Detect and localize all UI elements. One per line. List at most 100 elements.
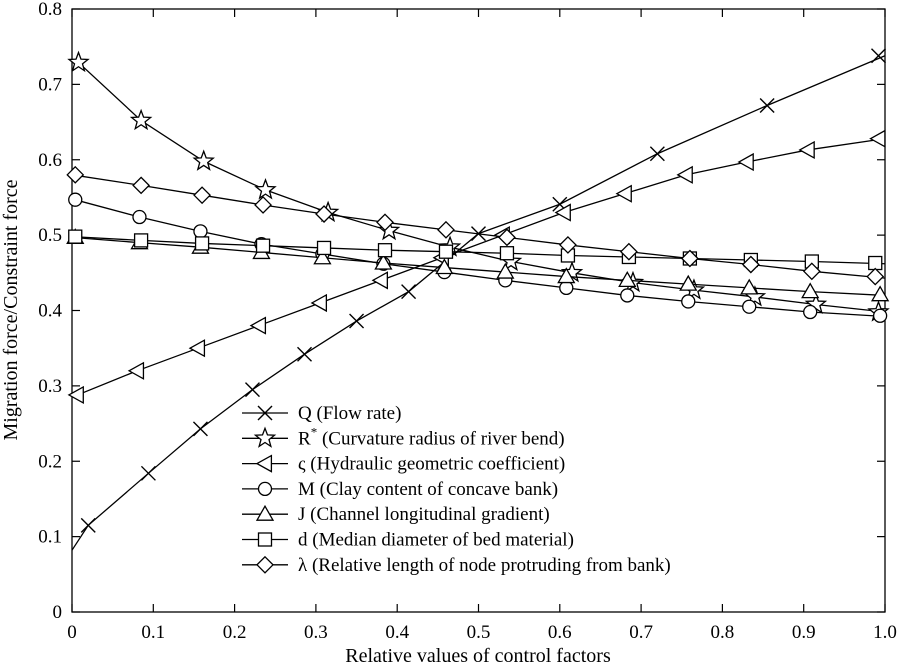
data-point-triangle-left [737,152,754,172]
data-point-star [254,178,277,200]
legend-description: (Clay content of concave bank) [315,479,558,500]
data-point-star [67,50,90,73]
data-point-circle [193,224,208,239]
y-axis-title: Migration force/Constraint force [0,179,22,440]
data-point-diamond [741,255,760,274]
legend-marker-circle [257,481,273,497]
x-tick-label: 0.5 [467,622,491,643]
data-point-square [377,243,393,258]
data-point-triangle-up [374,253,393,270]
data-point-diamond [866,267,885,286]
y-tick-label: 0.5 [38,225,62,246]
legend-label: ς (Hydraulic geometric coefficient) [298,454,565,475]
legend-label: J (Channel longitudinal gradient) [298,504,550,525]
data-point-triangle-up [618,271,637,288]
marker-stroke [871,48,886,64]
legend-label: λ (Relative length of node protruding fr… [298,555,671,576]
data-point-triangle-up [871,285,890,302]
legend-label: M (Clay content of concave bank) [298,479,558,500]
marker-stroke [349,313,365,329]
series-line-x [71,55,886,551]
legend-marker-triangle-left [255,454,273,473]
x-tick-label: 0.7 [629,622,653,643]
legend-item-circle: M (Clay content of concave bank) [242,479,558,500]
legend-marker-triangle-up [255,504,275,521]
data-point-x [140,465,156,481]
data-point-circle [742,299,757,314]
legend-marker-star [253,426,277,448]
data-point-diamond [619,242,638,261]
series-triangle-up [66,228,890,302]
data-point-circle [872,308,888,323]
series-line-star [71,59,886,313]
data-point-square [868,255,883,271]
marker-stroke [649,146,665,162]
legend-item-triangle-left: ς (Hydraulic geometric coefficient) [242,454,565,475]
legend-symbol: d [298,530,308,551]
data-point-x [80,517,96,533]
data-point-triangle-left [249,316,267,335]
series-line-circle [71,198,886,318]
data-point-diamond [437,220,455,239]
data-point-x [244,382,260,398]
data-point-star [192,149,215,171]
legend-superscript: * [311,424,318,439]
x-tick-label: 0.6 [548,622,572,643]
marker-stroke [552,196,568,212]
legend-symbol: R [298,428,311,449]
y-tick-label: 0.7 [38,74,62,95]
legend-label: d (Median diameter of bed material) [298,530,574,551]
legend-item-x: Q (Flow rate) [242,403,401,424]
series-line-diamond [71,174,886,279]
data-point-diamond [376,213,394,232]
legend-item-triangle-up: J (Channel longitudinal gradient) [242,504,550,525]
legend-item-star: R* (Curvature radius of river bend) [242,424,565,449]
series-line-square [71,235,886,265]
marker-stroke [297,346,313,362]
data-point-x [759,97,775,113]
data-point-triangle-up [679,274,698,291]
series-star [67,50,890,322]
y-tick-label: 0.6 [38,150,62,171]
data-point-square [255,238,271,253]
x-tick-label: 0.1 [141,622,165,643]
data-point-diamond [66,165,85,184]
marker-stroke [401,284,417,300]
x-tick-label: 0 [67,622,77,643]
data-point-triangle-left [676,165,693,184]
data-point-triangle-up [740,278,759,295]
data-point-square [194,236,210,251]
y-tick-label: 0.1 [38,527,62,548]
marker-stroke [80,517,96,533]
data-point-circle [132,209,147,225]
marker-stroke [257,405,273,421]
series-x [71,48,886,551]
x-tick-label: 0.2 [223,622,247,643]
data-point-triangle-up [496,262,515,279]
series-triangle-left [67,129,886,405]
series-square [68,229,886,271]
legend-description: (Relative length of node protruding from… [307,555,671,576]
legend-description: (Median diameter of bed material) [308,530,574,551]
data-point-triangle-left [615,184,632,203]
series-diamond [66,165,886,286]
data-point-x [349,313,365,329]
data-point-circle [803,304,818,320]
legend: Q (Flow rate)R* (Curvature radius of riv… [242,403,671,576]
data-point-square [499,246,515,261]
data-point-triangle-left [127,361,145,380]
data-point-square [133,233,149,248]
legend-symbol: M [298,479,315,500]
legend-description: (Curvature radius of river bend) [317,428,564,449]
data-point-square [316,240,332,256]
data-point-triangle-up [557,267,576,284]
x-tick-label: 0.4 [385,622,409,643]
data-point-triangle-up [801,282,820,299]
data-point-diamond [680,249,699,268]
series-circle [68,192,888,323]
data-point-star [129,108,153,131]
legend-marker-diamond [256,555,274,574]
data-point-circle [620,288,635,303]
data-point-x [871,48,886,64]
